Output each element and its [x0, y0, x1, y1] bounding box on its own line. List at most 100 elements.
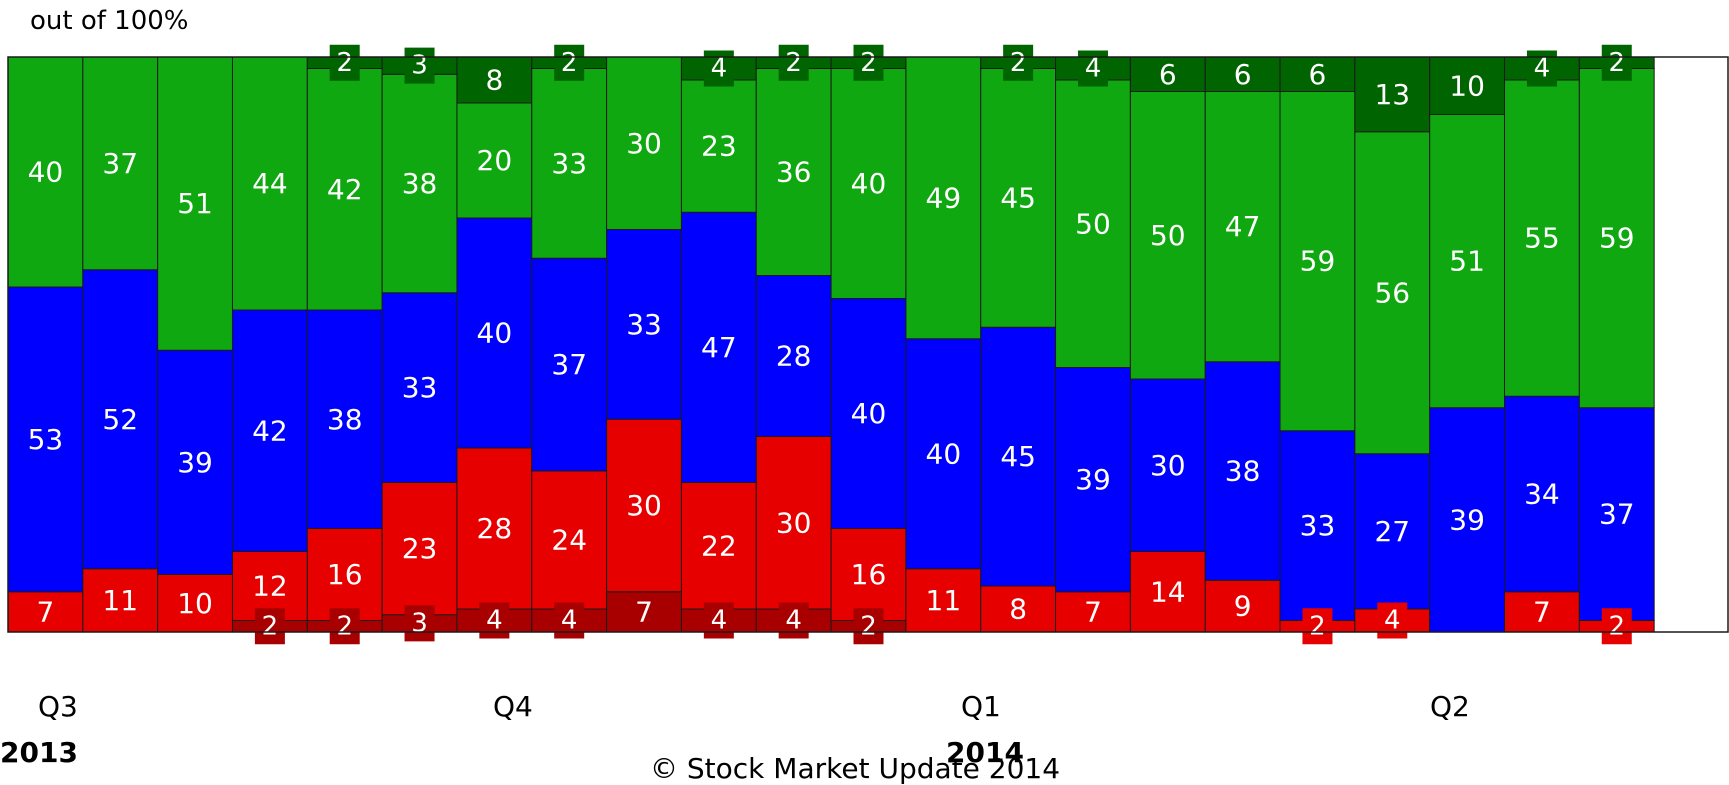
data-label-red: 7: [36, 595, 54, 628]
bar-segment-green: [1504, 79, 1580, 397]
unit-label: out of 100%: [30, 6, 189, 36]
data-label-blue: 33: [626, 308, 662, 341]
data-label-green: 51: [1449, 245, 1485, 278]
bar-segment-blue: [157, 349, 233, 575]
data-label-dark_green: 2: [336, 48, 353, 78]
bar-segment-red: [1204, 579, 1281, 633]
quarter-label-q3: Q3: [38, 690, 78, 723]
bar-segment-green: [1429, 114, 1506, 409]
data-label-green: 30: [626, 127, 662, 160]
data-label-red: 24: [551, 524, 587, 557]
data-label-dark_red: 2: [860, 611, 877, 641]
data-label-blue: 42: [252, 414, 288, 447]
data-label-green: 59: [1300, 245, 1336, 278]
bar-segment-green: [1055, 79, 1131, 368]
data-label-red: 14: [1150, 575, 1186, 608]
data-label-blue: 45: [1000, 440, 1036, 473]
data-label-box-dark_red: [853, 608, 884, 645]
bar-segment-red: [381, 482, 458, 616]
bar-segment-green: [306, 68, 383, 311]
bar-segment-dark_green: [1354, 56, 1431, 133]
data-label-dark_green: 2: [1010, 48, 1027, 78]
bar-segment-green: [531, 68, 608, 259]
data-label-red: 8: [1009, 593, 1027, 626]
data-label-dark_red: 4: [561, 606, 578, 636]
data-label-dark_green: 10: [1449, 69, 1485, 102]
bar-segment-green: [830, 68, 907, 299]
data-label-red: 28: [477, 512, 513, 545]
quarter-label-q4: Q4: [493, 690, 533, 723]
data-label-dark_green: 2: [860, 48, 877, 78]
data-label-green: 59: [1599, 222, 1635, 255]
data-label-red: 23: [402, 532, 438, 565]
bar-segment-red: [306, 528, 383, 621]
data-label-red: 2: [1309, 611, 1326, 641]
data-label-red: 16: [327, 558, 363, 591]
data-label-green: 36: [776, 156, 812, 189]
bar-segment-red: [157, 574, 233, 633]
data-label-blue: 37: [551, 348, 587, 381]
bar-segment-green: [157, 56, 233, 351]
data-label-dark_green: 8: [485, 64, 503, 97]
data-label-green: 20: [477, 144, 513, 177]
bar-segment-green: [381, 73, 458, 294]
data-label-dark_red: 7: [635, 595, 653, 628]
bar-segment-blue: [1204, 361, 1281, 581]
data-label-blue: 38: [327, 403, 363, 436]
data-label-green: 38: [402, 167, 438, 200]
data-label-box-dark_red: [404, 605, 435, 642]
data-label-dark_red: 2: [262, 611, 279, 641]
data-label-red: 4: [1384, 606, 1401, 636]
data-label-green: 45: [1000, 181, 1036, 214]
data-label-box-dark_green: [554, 44, 585, 81]
data-label-red: 7: [1533, 595, 1551, 628]
data-label-blue: 40: [477, 317, 513, 350]
bar-segment-blue: [980, 326, 1057, 587]
data-label-box-dark_green: [329, 44, 360, 81]
data-label-blue: 39: [177, 446, 213, 479]
bar-segment-green: [1578, 68, 1655, 409]
bar-segment-green: [606, 56, 682, 230]
data-label-blue: 53: [28, 423, 64, 456]
data-label-box-red: [1601, 608, 1632, 645]
quarter-label-q2: Q2: [1430, 690, 1470, 723]
bar-segment-dark_green: [1204, 56, 1281, 92]
bar-segment-blue: [82, 269, 159, 570]
data-label-green: 47: [1225, 210, 1261, 243]
data-label-blue: 28: [776, 340, 812, 373]
data-label-blue: 40: [851, 397, 887, 430]
data-label-red: 30: [626, 489, 662, 522]
bar-segment-red: [755, 436, 832, 610]
data-label-box-dark_green: [1601, 44, 1632, 81]
data-label-box-dark_green: [1003, 44, 1034, 81]
bar-segment-blue: [231, 309, 308, 552]
bar-segment-blue: [1279, 430, 1356, 621]
bar-segment-green: [1129, 91, 1206, 380]
data-label-dark_green: 13: [1374, 78, 1410, 111]
bar-segment-red: [1055, 591, 1131, 633]
data-label-dark_green: 4: [1534, 54, 1551, 84]
bar-segment-green: [905, 56, 982, 340]
data-label-red: 11: [102, 584, 138, 617]
data-label-green: 42: [327, 173, 363, 206]
bar-segment-red: [7, 591, 84, 633]
data-label-red: 10: [177, 587, 213, 620]
data-label-green: 50: [1075, 207, 1111, 240]
bar-segment-blue: [306, 309, 383, 529]
bar-segment-green: [82, 56, 159, 271]
bar-segment-blue: [830, 298, 907, 529]
bar-segment-blue: [905, 338, 982, 570]
bar-segment-green: [680, 79, 757, 213]
bar-segment-blue: [381, 292, 458, 483]
year-label-2013: 2013: [0, 736, 78, 769]
data-label-dark_red: 3: [411, 608, 428, 638]
copyright-footer: © Stock Market Update 2014: [650, 752, 1061, 785]
data-label-box-dark_red: [329, 608, 360, 645]
data-label-blue: 39: [1449, 503, 1485, 536]
data-label-dark_red: 4: [785, 606, 802, 636]
data-label-box-dark_green: [404, 47, 435, 84]
data-label-dark_green: 2: [785, 48, 802, 78]
data-label-dark_green: 4: [1085, 54, 1102, 84]
data-label-dark_green: 3: [411, 51, 428, 81]
data-label-blue: 47: [701, 331, 737, 364]
